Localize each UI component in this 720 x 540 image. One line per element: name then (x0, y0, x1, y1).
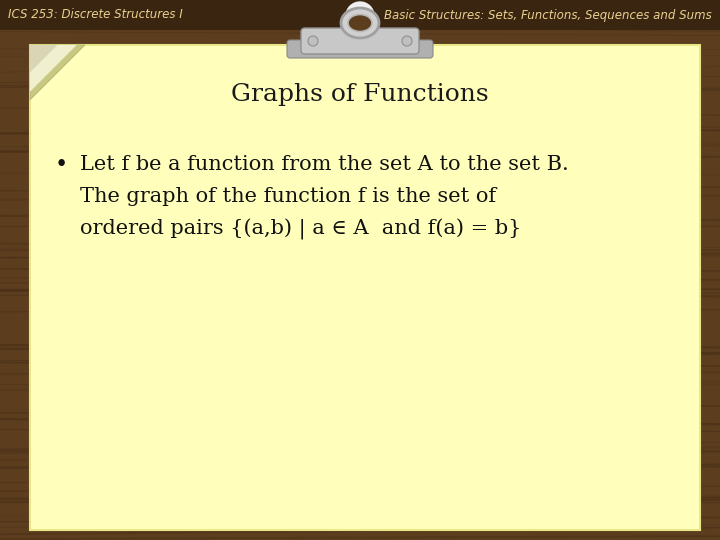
Ellipse shape (348, 15, 372, 31)
Polygon shape (30, 45, 85, 100)
Text: Basic Structures: Sets, Functions, Sequences and Sums: Basic Structures: Sets, Functions, Seque… (384, 9, 712, 22)
Text: The graph of the function f is the set of: The graph of the function f is the set o… (80, 187, 496, 206)
Circle shape (308, 36, 318, 46)
Text: •: • (55, 154, 68, 176)
FancyBboxPatch shape (287, 40, 433, 58)
Text: ordered pairs {(a,b) | a ∈ A  and f(a) = b}: ordered pairs {(a,b) | a ∈ A and f(a) = … (80, 218, 521, 240)
Polygon shape (30, 45, 77, 92)
FancyBboxPatch shape (30, 45, 700, 530)
FancyBboxPatch shape (0, 0, 720, 30)
Text: Graphs of Functions: Graphs of Functions (231, 84, 489, 106)
Text: Let f be a function from the set A to the set B.: Let f be a function from the set A to th… (80, 156, 569, 174)
Circle shape (346, 2, 374, 30)
Text: ICS 253: Discrete Structures I: ICS 253: Discrete Structures I (8, 9, 183, 22)
FancyBboxPatch shape (301, 28, 419, 54)
Polygon shape (30, 45, 58, 72)
Circle shape (402, 36, 412, 46)
Text: 40: 40 (351, 9, 369, 23)
Ellipse shape (341, 8, 379, 38)
